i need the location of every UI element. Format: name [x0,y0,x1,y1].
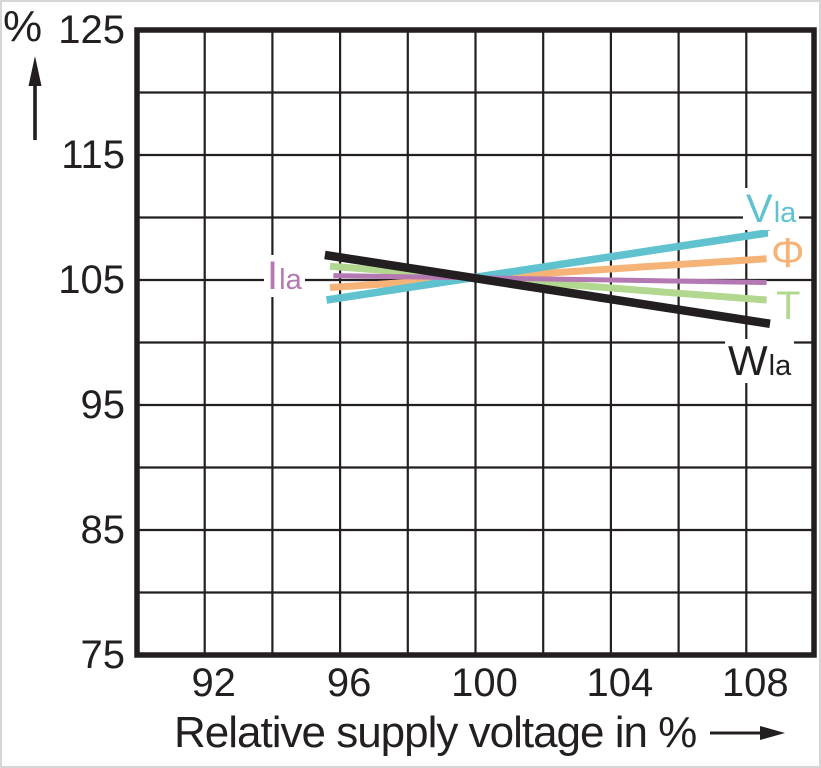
x-tick-label: 96 [326,661,372,705]
y-tick-label: 105 [58,258,125,302]
x-tick-label: 92 [191,661,236,705]
series-label-vla-symbol: V [746,187,773,231]
y-axis-up-arrow-icon [28,56,42,140]
series-label-vla: Vla [743,187,800,231]
series-label-phi: Φ [768,231,809,275]
series-label-ila-symbol: I [267,254,279,298]
y-tick-label: 125 [58,8,125,52]
y-tick-label: 115 [61,133,125,177]
series-label-phi-symbol: Φ [771,229,805,276]
series-label-t-symbol: T [776,284,801,328]
series-label-ila-subscript: la [279,264,302,296]
series-label-wla: Wla [725,337,795,384]
y-tick-label: 95 [80,383,126,427]
series-label-vla-subscript: la [773,197,797,229]
series-label-wla-subscript: la [768,350,792,382]
x-tick-label: 108 [721,661,789,705]
series-label-t: T [773,284,805,328]
x-axis-title: Relative supply voltage in % [174,708,697,757]
x-tick-label: 104 [586,661,654,705]
x-axis-right-arrow-icon [710,726,786,740]
y-tick-label: 75 [80,633,126,677]
x-axis-title-row: Relative supply voltage in % [174,711,786,755]
y-axis-unit-label: % [3,2,43,51]
x-tick-label: 100 [451,661,518,705]
series-label-ila: Ila [264,255,305,297]
y-tick-label: 85 [80,508,126,552]
series-label-wla-symbol: W [728,337,768,384]
